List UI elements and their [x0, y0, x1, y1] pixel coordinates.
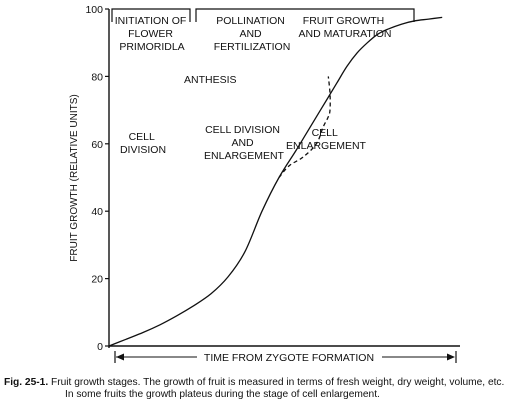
caption-line-1: Fruit growth stages. The growth of fruit…	[51, 377, 505, 388]
label-anthesis: ANTHESIS	[184, 74, 237, 86]
plateau-growth-curve	[278, 76, 331, 178]
label-cell-enlargement: CELL ENLARGEMENT	[286, 127, 367, 152]
x-axis-label: TIME FROM ZYGOTE FORMATION	[204, 352, 374, 364]
y-tick-label: 40	[91, 206, 103, 218]
time-arrow-right-head	[447, 353, 455, 361]
label-pollination: POLLINATION AND FERTILIZATION	[214, 15, 291, 53]
figure-caption: Fig. 25-1. Fruit growth stages. The grow…	[4, 377, 526, 401]
bracket-initiation	[111, 8, 191, 22]
y-ticks: 0 20 40 60 80 100	[85, 4, 109, 353]
y-tick-label: 60	[91, 139, 103, 151]
label-division-enlargement: CELL DIVISION AND ENLARGEMENT	[204, 124, 285, 162]
label-initiation: INITIATION OF FLOWER PRIMORIDLA	[115, 15, 189, 53]
x-label-backdrop	[197, 350, 382, 364]
caption-label: Fig. 25-1.	[4, 377, 49, 388]
label-maturation: FRUIT GROWTH AND MATURATION	[299, 15, 392, 40]
fruit-growth-curve	[108, 16, 443, 347]
y-tick-label: 0	[97, 341, 103, 353]
caption-line-2: In some fruits the growth plateus during…	[65, 389, 380, 400]
y-tick-label: 20	[91, 274, 103, 286]
y-axis-label: FRUIT GROWTH (RELATIVE UNITS)	[69, 94, 80, 261]
label-cell-division: CELL DIVISION	[120, 131, 166, 156]
series-group	[108, 16, 443, 347]
bracket-pollination-maturation	[195, 8, 415, 22]
time-arrow-left-head	[116, 353, 124, 361]
y-tick-label: 100	[85, 4, 103, 16]
y-tick-label: 80	[91, 71, 103, 83]
